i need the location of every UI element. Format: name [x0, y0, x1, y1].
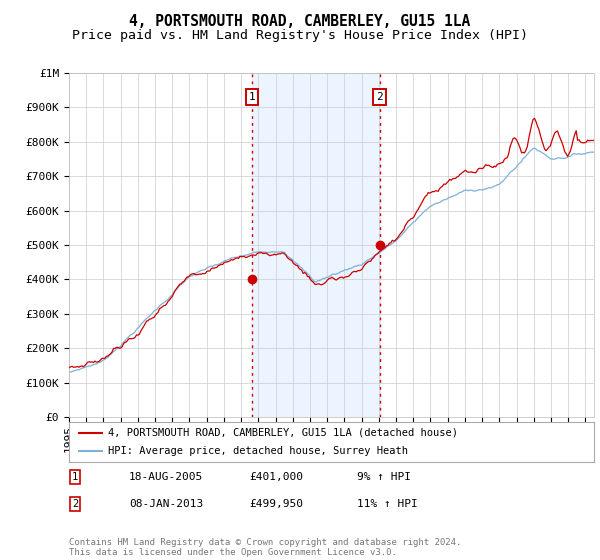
Text: £499,950: £499,950 [249, 499, 303, 509]
Bar [252, 73, 380, 417]
Text: 2: 2 [72, 499, 78, 509]
Text: 18-AUG-2005: 18-AUG-2005 [129, 472, 203, 482]
Text: 08-JAN-2013: 08-JAN-2013 [129, 499, 203, 509]
Text: HPI: Average price, detached house, Surrey Heath: HPI: Average price, detached house, Surr… [109, 446, 409, 456]
Text: 2: 2 [376, 92, 383, 102]
Text: 1: 1 [72, 472, 78, 482]
Text: 1: 1 [248, 92, 256, 102]
Text: 4, PORTSMOUTH ROAD, CAMBERLEY, GU15 1LA (detached house): 4, PORTSMOUTH ROAD, CAMBERLEY, GU15 1LA … [109, 428, 458, 437]
Text: 4, PORTSMOUTH ROAD, CAMBERLEY, GU15 1LA: 4, PORTSMOUTH ROAD, CAMBERLEY, GU15 1LA [130, 14, 470, 29]
Text: Price paid vs. HM Land Registry's House Price Index (HPI): Price paid vs. HM Land Registry's House … [72, 29, 528, 42]
Text: 11% ↑ HPI: 11% ↑ HPI [357, 499, 418, 509]
Text: £401,000: £401,000 [249, 472, 303, 482]
Text: Contains HM Land Registry data © Crown copyright and database right 2024.
This d: Contains HM Land Registry data © Crown c… [69, 538, 461, 557]
Text: 9% ↑ HPI: 9% ↑ HPI [357, 472, 411, 482]
